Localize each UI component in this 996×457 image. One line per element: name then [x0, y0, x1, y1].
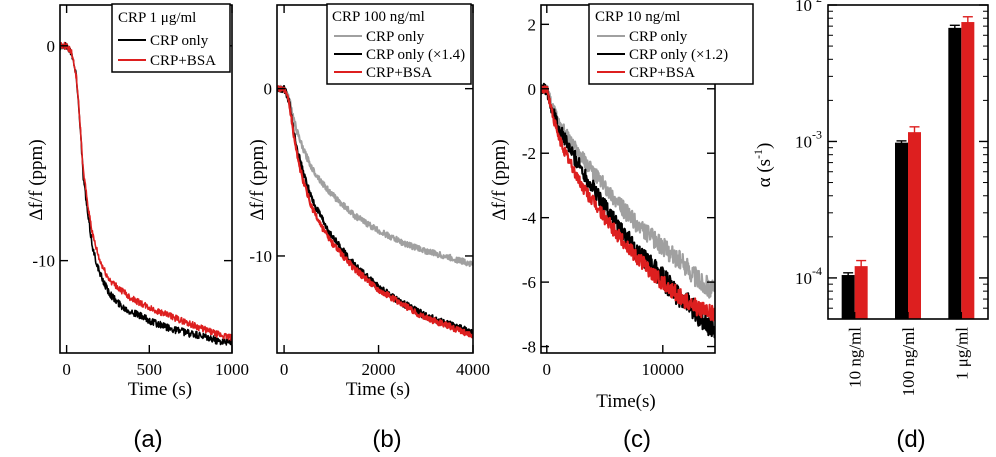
panel-b-chart: 0 2000 4000 0 -10 Time (s) Δf/f (ppm) CRP 10…	[247, 3, 490, 400]
panel-d-ytick-base-1: 10	[795, 132, 812, 151]
panel-b-ticks: 0 2000 4000 0 -10	[249, 5, 490, 379]
panel-c-ytick-label-2: -2	[522, 144, 536, 163]
panel-c-ylabel: Δf/f (ppm)	[489, 139, 510, 220]
panel-d-ytick-label-2: 10-2	[795, 0, 822, 15]
panel-c-legend-box	[588, 3, 754, 85]
panel-d-ylabel-close: )	[754, 143, 775, 149]
panel-d-bar-2-1	[961, 22, 975, 319]
panel-d-ytick-base-0: 10	[795, 269, 812, 288]
panel-d-xtick-label-2: 1 μg/ml	[952, 327, 971, 380]
panel-a-series-0	[60, 41, 232, 346]
panel-a-legend-title: CRP 1 μg/ml	[118, 10, 196, 26]
panel-a-xtick-label-2: 1000	[215, 360, 249, 379]
panel-a-series-1	[60, 41, 232, 342]
panel-c-ticks: 0 10000 2 0 -2 -4 -6 -8	[522, 5, 715, 379]
panel-a-chart: 0 500 1000 0 -10 Time (s) Δf/f (ppm) CRP 1 μ…	[26, 3, 249, 400]
panel-d-bars-group	[841, 16, 975, 320]
panel-c-legend: CRP 10 ng/ml CRP only CRP only (×1.2) CR…	[588, 3, 754, 85]
panel-c-legend-entry-1: CRP only (×1.2)	[629, 47, 728, 63]
panel-label-d: (d)	[896, 426, 925, 453]
panel-c-xlabel: Time(s)	[596, 391, 655, 412]
panel-c-chart: 0 10000 2 0 -2 -4 -6 -8 Time(s) Δf/f (ppm) CRP …	[489, 3, 754, 412]
panel-b-ylabel: Δf/f (ppm)	[247, 139, 268, 220]
panel-b-legend-box	[326, 3, 472, 85]
panel-c-xtick-label-0: 0	[543, 360, 552, 379]
panel-c-ytick-label-3: -4	[522, 209, 537, 228]
panel-d-ylabel: α (s-1)	[751, 143, 775, 188]
panel-c-ytick-label-5: -8	[522, 338, 536, 357]
panel-a-ylabel: Δf/f (ppm)	[26, 139, 47, 220]
panel-a-legend: CRP 1 μg/ml CRP only CRP+BSA	[111, 3, 231, 73]
panel-a-legend-entry-1: CRP+BSA	[150, 53, 216, 69]
panel-b-legend-entry-2: CRP+BSA	[366, 65, 432, 81]
panel-b-series-group	[277, 84, 473, 339]
panel-d-bar-2-0	[948, 27, 962, 320]
panel-b-xtick-label-0: 0	[280, 360, 289, 379]
panel-b-legend: CRP 100 ng/ml CRP only CRP only (×1.4) C…	[326, 3, 472, 85]
panel-d-ytick-base-2: 10	[795, 0, 812, 15]
panel-c-series-group	[541, 82, 715, 339]
panel-b-series-1	[277, 85, 473, 337]
panel-d-bar-1-0	[895, 142, 908, 319]
panel-b-series-2	[277, 85, 473, 339]
panel-d-ylabel-exp: -1	[751, 149, 765, 159]
panel-b-series-0	[277, 84, 473, 268]
panel-label-a: (a)	[133, 426, 162, 453]
panel-d-ytick-exp-1: -3	[812, 127, 822, 141]
panel-d-ytick-exp-0: -4	[812, 264, 822, 278]
panel-b-xlabel: Time (s)	[346, 379, 410, 400]
panel-c-ytick-label-1: 0	[528, 80, 537, 99]
panel-d-bar-0-0	[841, 275, 855, 319]
panel-c-legend-title: CRP 10 ng/ml	[595, 9, 680, 25]
panel-a-ytick-label-0: 0	[47, 37, 56, 56]
panel-d-ytick-label-1: 10-3	[795, 127, 822, 151]
panel-d-bar-0-1	[854, 266, 868, 319]
panel-b-legend-title: CRP 100 ng/ml	[332, 9, 425, 25]
panel-b-legend-entry-0: CRP only	[366, 29, 425, 45]
panel-b-xtick-label-1: 2000	[362, 360, 396, 379]
panel-d-ylabel-main: α (s	[754, 159, 775, 187]
panel-c-series-2	[541, 85, 715, 322]
panel-d-ytick-label-0: 10-4	[795, 264, 822, 288]
panel-label-c: (c)	[623, 426, 651, 453]
panel-b-legend-entry-1: CRP only (×1.4)	[366, 47, 465, 63]
panel-d-xtick-label-1: 100 ng/ml	[899, 327, 918, 397]
panel-a-xlabel: Time (s)	[128, 379, 192, 400]
panel-d-xtick-label-0: 10 ng/ml	[846, 327, 865, 388]
panel-b-ytick-label-1: -10	[249, 247, 272, 266]
panel-b-xtick-label-2: 4000	[456, 360, 490, 379]
panel-a-series-group	[60, 41, 232, 346]
panel-c-ytick-label-0: 2	[528, 15, 537, 34]
panel-c-legend-entry-0: CRP only	[629, 29, 688, 45]
panel-a-xtick-label-1: 500	[137, 360, 163, 379]
panel-a-legend-entry-0: CRP only	[150, 33, 209, 49]
panel-a-ytick-label-1: -10	[32, 252, 55, 271]
panel-a-xtick-label-0: 0	[62, 360, 71, 379]
panel-c-legend-entry-2: CRP+BSA	[629, 65, 695, 81]
panel-c-xtick-label-1: 10000	[642, 360, 685, 379]
panel-b-ytick-label-0: 0	[264, 80, 273, 99]
panel-d-bar-1-1	[908, 132, 921, 319]
panel-c-ytick-label-4: -6	[522, 273, 536, 292]
panel-label-b: (b)	[372, 426, 401, 453]
panel-d-ytick-exp-2: -2	[812, 0, 822, 5]
panel-c-series-0	[541, 83, 715, 299]
